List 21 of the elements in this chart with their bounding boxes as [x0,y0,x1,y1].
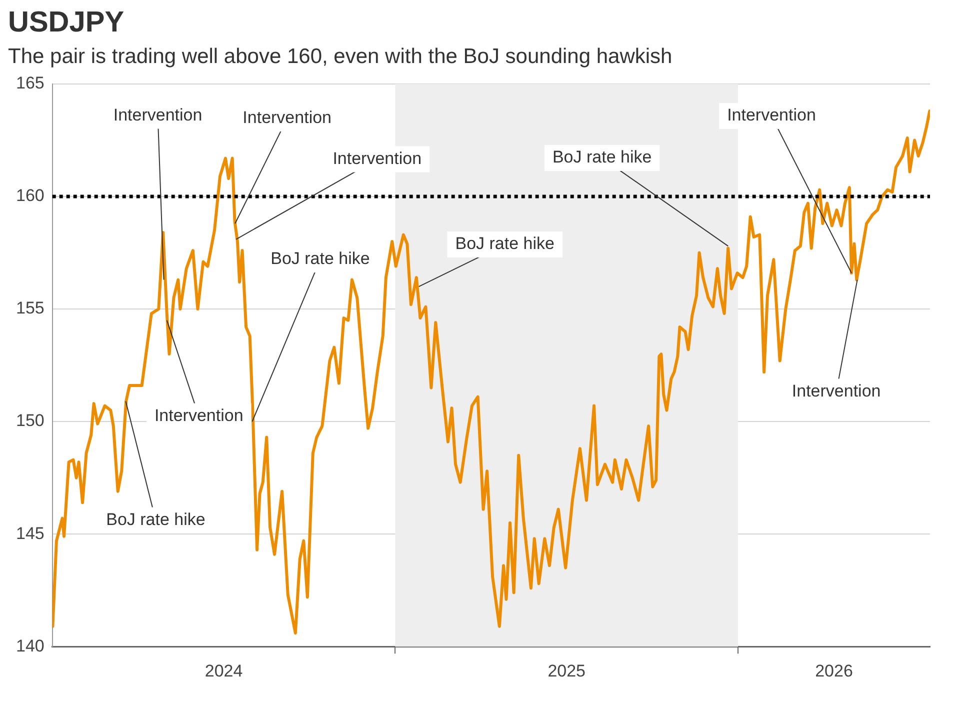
x-tick-label: 2025 [548,661,586,680]
annotation: BoJ rate hike [455,234,554,254]
y-tick-label: 145 [16,524,44,543]
annotation: Intervention [113,105,202,124]
chart-title: USDJPY [8,6,124,38]
annotation: BoJ rate hike [106,510,206,529]
y-tick-label: 150 [16,411,44,430]
annotation: Intervention [154,406,244,425]
annotation: BoJ rate hike [270,249,370,268]
y-tick-label: 155 [16,298,44,318]
y-tick-label: 165 [16,74,44,93]
annotation: BoJ rate hike [552,148,652,167]
x-tick-label: 2026 [815,661,853,680]
y-tick-label: 140 [16,636,44,656]
annotation: Intervention [242,108,332,128]
x-tick-label: 2024 [204,661,243,680]
chart-subtitle: The pair is trading well above 160, even with the BoJ sounding hawkish [8,45,672,68]
annotation: Intervention [332,148,422,168]
y-tick-label: 160 [16,186,44,206]
annotation: Intervention [727,106,816,125]
annotation: Intervention [792,381,881,400]
